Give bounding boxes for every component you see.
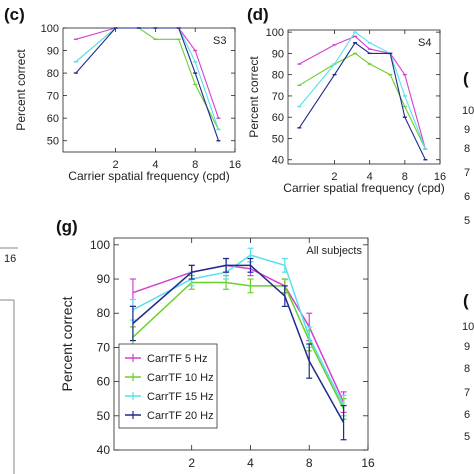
left-edge-tick: 16 bbox=[4, 253, 16, 265]
x-tick-label: 8 bbox=[306, 456, 313, 470]
y-tick-label: 80 bbox=[47, 68, 59, 80]
x-axis-title: Carrier spatial frequency (cpd) bbox=[283, 181, 444, 195]
series-line bbox=[299, 35, 426, 150]
series-line bbox=[298, 31, 426, 150]
y-tick-label: 60 bbox=[47, 113, 59, 125]
right-edge-fragment-2: ( 10 9 8 7 6 5 bbox=[462, 291, 474, 443]
right-edge-tick: 5 bbox=[464, 431, 470, 443]
right-edge-tag-1: ( bbox=[463, 69, 469, 88]
right-edge-tick: 5 bbox=[464, 215, 470, 227]
legend-label: CarrTF 5 Hz bbox=[147, 353, 208, 365]
right-edge-tick: 10 bbox=[462, 321, 474, 333]
x-tick-label: 2 bbox=[331, 171, 337, 183]
panel-d-tag: (d) bbox=[247, 5, 269, 24]
y-tick-label: 40 bbox=[97, 443, 111, 457]
panel-c-tag: (c) bbox=[4, 5, 25, 24]
x-axis-title: Carrier spatial frequency (cpd) bbox=[68, 169, 229, 183]
right-edge-fragment-1: ( 10 9 8 7 6 5 bbox=[462, 69, 474, 227]
y-axis-title: Percent correct bbox=[59, 296, 75, 391]
x-tick-label: 2 bbox=[188, 456, 195, 470]
x-tick-label: 8 bbox=[192, 159, 198, 171]
right-edge-tick: 8 bbox=[464, 143, 470, 155]
left-edge-fragment: 16 bbox=[0, 247, 18, 474]
y-tick-label: 60 bbox=[97, 375, 111, 389]
right-edge-tick: 6 bbox=[464, 191, 470, 203]
right-edge-tick: 9 bbox=[464, 341, 470, 353]
y-tick-label: 70 bbox=[272, 91, 284, 103]
y-tick-label: 90 bbox=[272, 48, 284, 60]
x-tick-label: 4 bbox=[152, 159, 158, 171]
subject-label: S4 bbox=[418, 37, 431, 49]
y-tick-label: 80 bbox=[97, 306, 111, 320]
y-tick-label: 100 bbox=[90, 238, 110, 252]
plot-frame bbox=[287, 29, 441, 165]
y-tick-label: 90 bbox=[47, 46, 59, 58]
y-tick-label: 100 bbox=[266, 27, 284, 39]
right-edge-tick: 9 bbox=[464, 124, 470, 136]
y-tick-label: 50 bbox=[272, 133, 284, 145]
right-edge-tick: 7 bbox=[464, 387, 470, 399]
y-tick-label: 40 bbox=[272, 155, 284, 167]
x-tick-label: 4 bbox=[247, 456, 254, 470]
x-tick-label: 16 bbox=[434, 171, 446, 183]
x-tick-label: 8 bbox=[402, 171, 408, 183]
x-tick-label: 16 bbox=[229, 159, 241, 171]
right-edge-tag-2: ( bbox=[463, 291, 469, 310]
subject-label: All subjects bbox=[306, 245, 362, 257]
legend-label: CarrTF 15 Hz bbox=[147, 391, 214, 403]
subject-label: S3 bbox=[213, 35, 226, 47]
x-tick-label: 16 bbox=[361, 456, 375, 470]
right-edge-tick: 10 bbox=[462, 105, 474, 117]
legend-label: CarrTF 10 Hz bbox=[147, 372, 214, 384]
x-tick-label: 4 bbox=[367, 171, 373, 183]
y-tick-label: 80 bbox=[272, 70, 284, 82]
x-tick-label: 2 bbox=[113, 159, 119, 171]
panel-g-tag: (g) bbox=[56, 217, 78, 236]
y-tick-label: 90 bbox=[97, 272, 111, 286]
right-edge-tick: 6 bbox=[464, 409, 470, 421]
legend-label: CarrTF 20 Hz bbox=[147, 410, 214, 422]
y-tick-label: 70 bbox=[97, 340, 111, 354]
y-tick-label: 60 bbox=[272, 112, 284, 124]
y-tick-label: 50 bbox=[97, 409, 111, 423]
right-edge-tick: 7 bbox=[464, 167, 470, 179]
y-tick-label: 50 bbox=[47, 136, 59, 148]
y-axis-title: Percent correct bbox=[247, 56, 261, 138]
right-edge-tick: 8 bbox=[464, 363, 470, 375]
y-tick-label: 100 bbox=[41, 23, 59, 35]
y-axis-title: Percent correct bbox=[14, 49, 28, 131]
y-tick-label: 70 bbox=[47, 91, 59, 103]
plot-frame bbox=[113, 237, 369, 451]
